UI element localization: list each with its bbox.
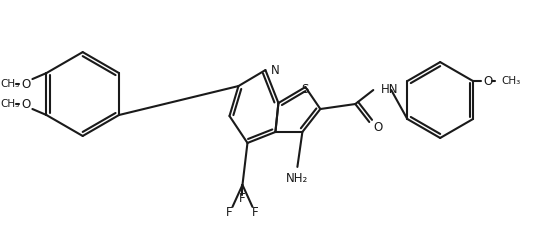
Text: O: O xyxy=(373,122,383,134)
Text: F: F xyxy=(226,206,233,219)
Text: F: F xyxy=(239,192,246,205)
Text: O: O xyxy=(22,97,31,110)
Text: NH₂: NH₂ xyxy=(286,172,309,185)
Text: CH₃: CH₃ xyxy=(1,79,20,89)
Text: F: F xyxy=(252,206,259,219)
Text: N: N xyxy=(270,64,279,77)
Text: S: S xyxy=(302,82,309,96)
Text: O: O xyxy=(22,77,31,91)
Text: HN: HN xyxy=(381,82,399,96)
Text: CH₃: CH₃ xyxy=(501,76,520,86)
Text: O: O xyxy=(484,75,492,87)
Text: CH₃: CH₃ xyxy=(1,99,20,109)
